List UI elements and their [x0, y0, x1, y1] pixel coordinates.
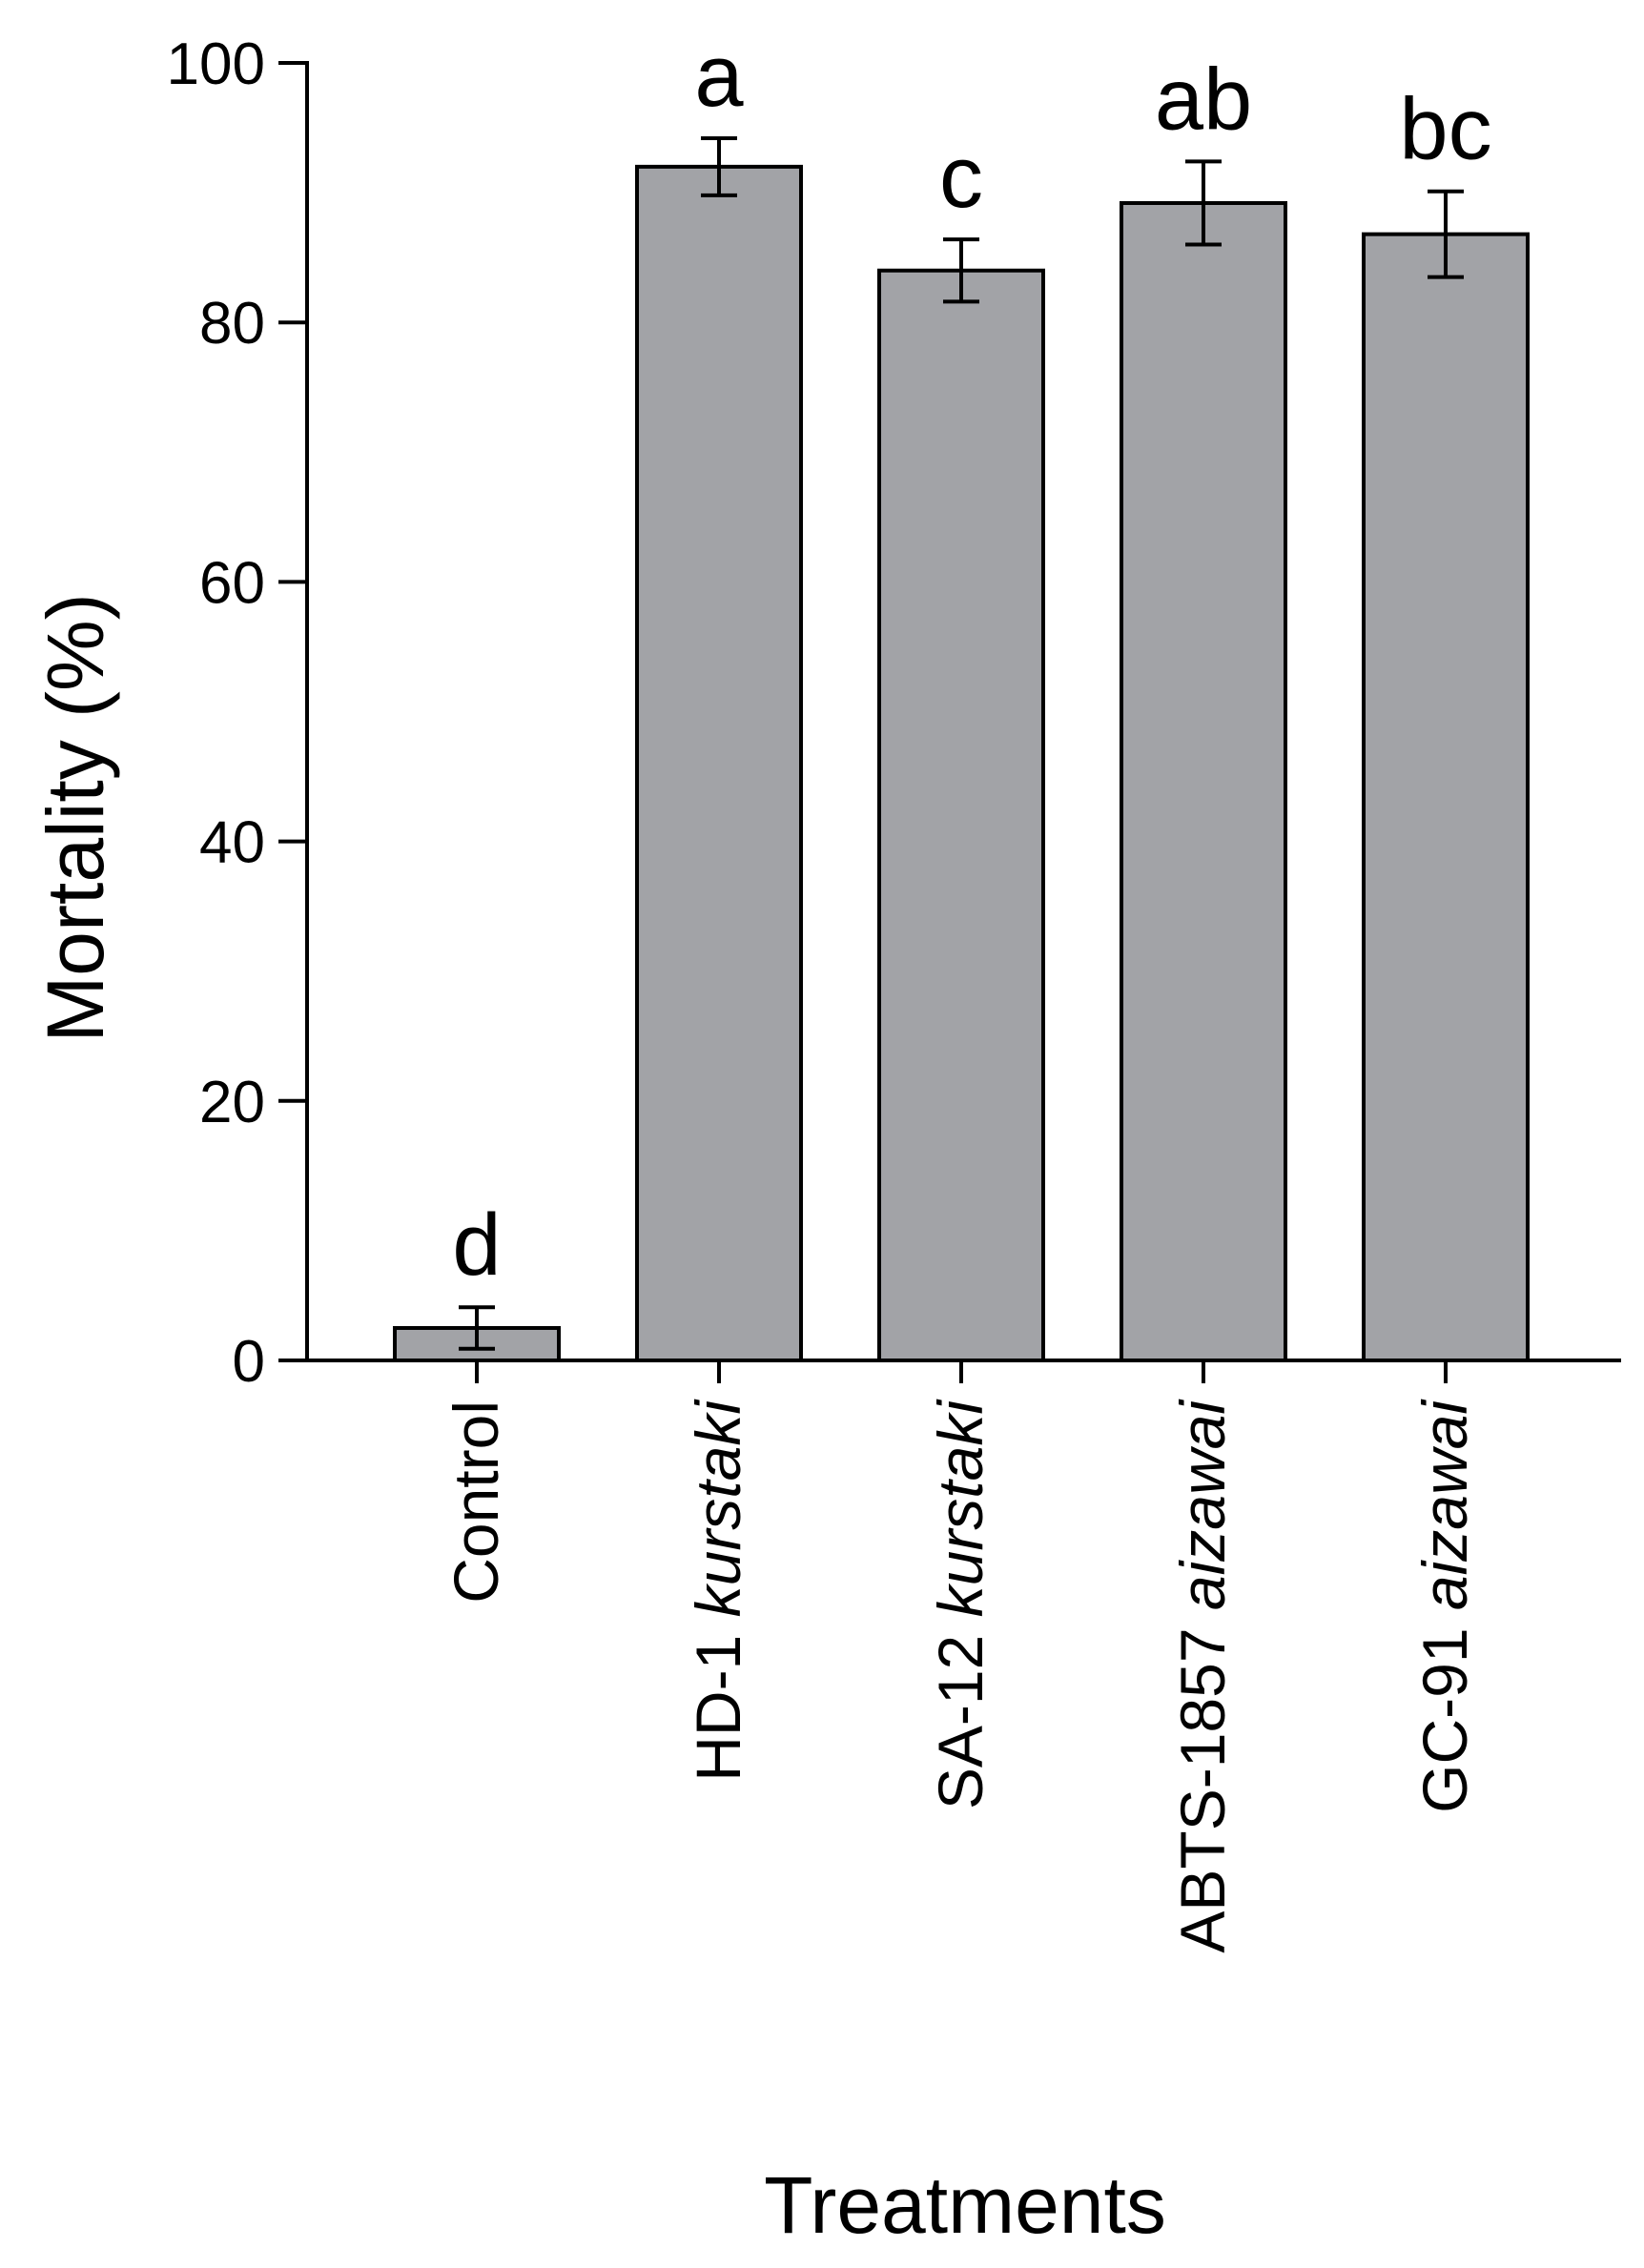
error-bar-0: [459, 1305, 495, 1351]
y-axis-title: Mortality (%): [31, 593, 120, 1042]
bars: [393, 164, 1530, 1363]
significance-letter-0: d: [452, 1196, 501, 1294]
error-bar-1: [701, 135, 737, 197]
category-label-0: Control: [441, 1400, 511, 1604]
bar-2: [877, 268, 1045, 1362]
significance-letter-4: bc: [1399, 81, 1491, 178]
error-bar-2: [943, 237, 979, 304]
y-tick-label-4: 80: [199, 291, 265, 357]
category-label-1: HD-1 kurstaki: [683, 1399, 753, 1782]
category-label-3: ABTS-1857 aizawai: [1167, 1399, 1238, 1953]
error-bar-3: [1185, 159, 1222, 247]
significance-letter-1: a: [694, 28, 744, 125]
x-axis-title: Treatments: [764, 2160, 1166, 2250]
y-tick-label-1: 20: [199, 1070, 265, 1135]
bar-4: [1362, 232, 1530, 1363]
bar-3: [1120, 200, 1287, 1362]
category-label-4: GC-91 aizawai: [1409, 1399, 1480, 1813]
y-tick-label-3: 60: [199, 550, 265, 616]
y-tick-labels: 0 20 40 60 80 100: [167, 31, 265, 1395]
significance-letter-2: c: [939, 129, 983, 226]
y-tick-label-0: 0: [233, 1329, 265, 1395]
y-tick-label-2: 40: [199, 810, 265, 876]
bar-1: [635, 164, 803, 1362]
significance-letter-3: ab: [1155, 51, 1252, 148]
category-label-2: SA-12 kurstaki: [925, 1399, 996, 1810]
significance-letters: d a c ab bc: [452, 28, 1491, 1294]
y-tick-label-5: 100: [167, 31, 265, 97]
category-labels: Control HD-1 kurstaki SA-12 kurstaki ABTS-1…: [441, 1399, 1480, 1953]
error-bar-4: [1428, 189, 1464, 279]
axes: [278, 61, 1621, 1383]
error-bars: [459, 135, 1464, 1351]
